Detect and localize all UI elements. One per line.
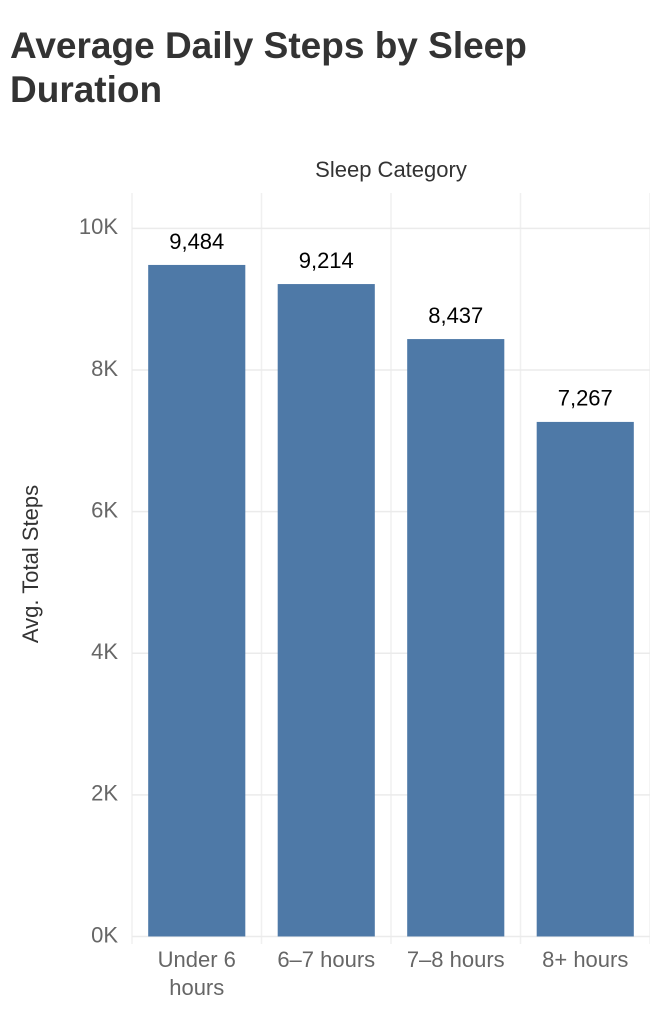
x-tick-label: Under 6 hours bbox=[157, 947, 236, 1000]
bar bbox=[407, 339, 505, 937]
y-tick-label: 0K bbox=[91, 922, 118, 947]
x-axis-title: Sleep Category bbox=[315, 157, 467, 182]
value-label: 8,437 bbox=[428, 303, 483, 328]
x-tick-label: 6–7 hours bbox=[277, 947, 376, 972]
x-tick-label: 8+ hours bbox=[542, 947, 629, 972]
value-label: 9,214 bbox=[299, 248, 354, 273]
y-tick-label: 6K bbox=[91, 497, 118, 522]
value-label: 9,484 bbox=[169, 229, 224, 254]
y-tick-label: 10K bbox=[79, 214, 118, 239]
bar bbox=[277, 284, 375, 937]
x-tick-label: 7–8 hours bbox=[406, 947, 505, 972]
bar bbox=[536, 421, 634, 937]
y-tick-label: 2K bbox=[91, 781, 118, 806]
y-tick-label: 8K bbox=[91, 356, 118, 381]
bar bbox=[148, 264, 246, 937]
y-tick-label: 4K bbox=[91, 639, 118, 664]
chart-title: Average Daily Steps by Sleep Duration bbox=[10, 25, 527, 110]
value-label: 7,267 bbox=[558, 386, 613, 411]
y-axis-title: Avg. Total Steps bbox=[18, 485, 43, 643]
